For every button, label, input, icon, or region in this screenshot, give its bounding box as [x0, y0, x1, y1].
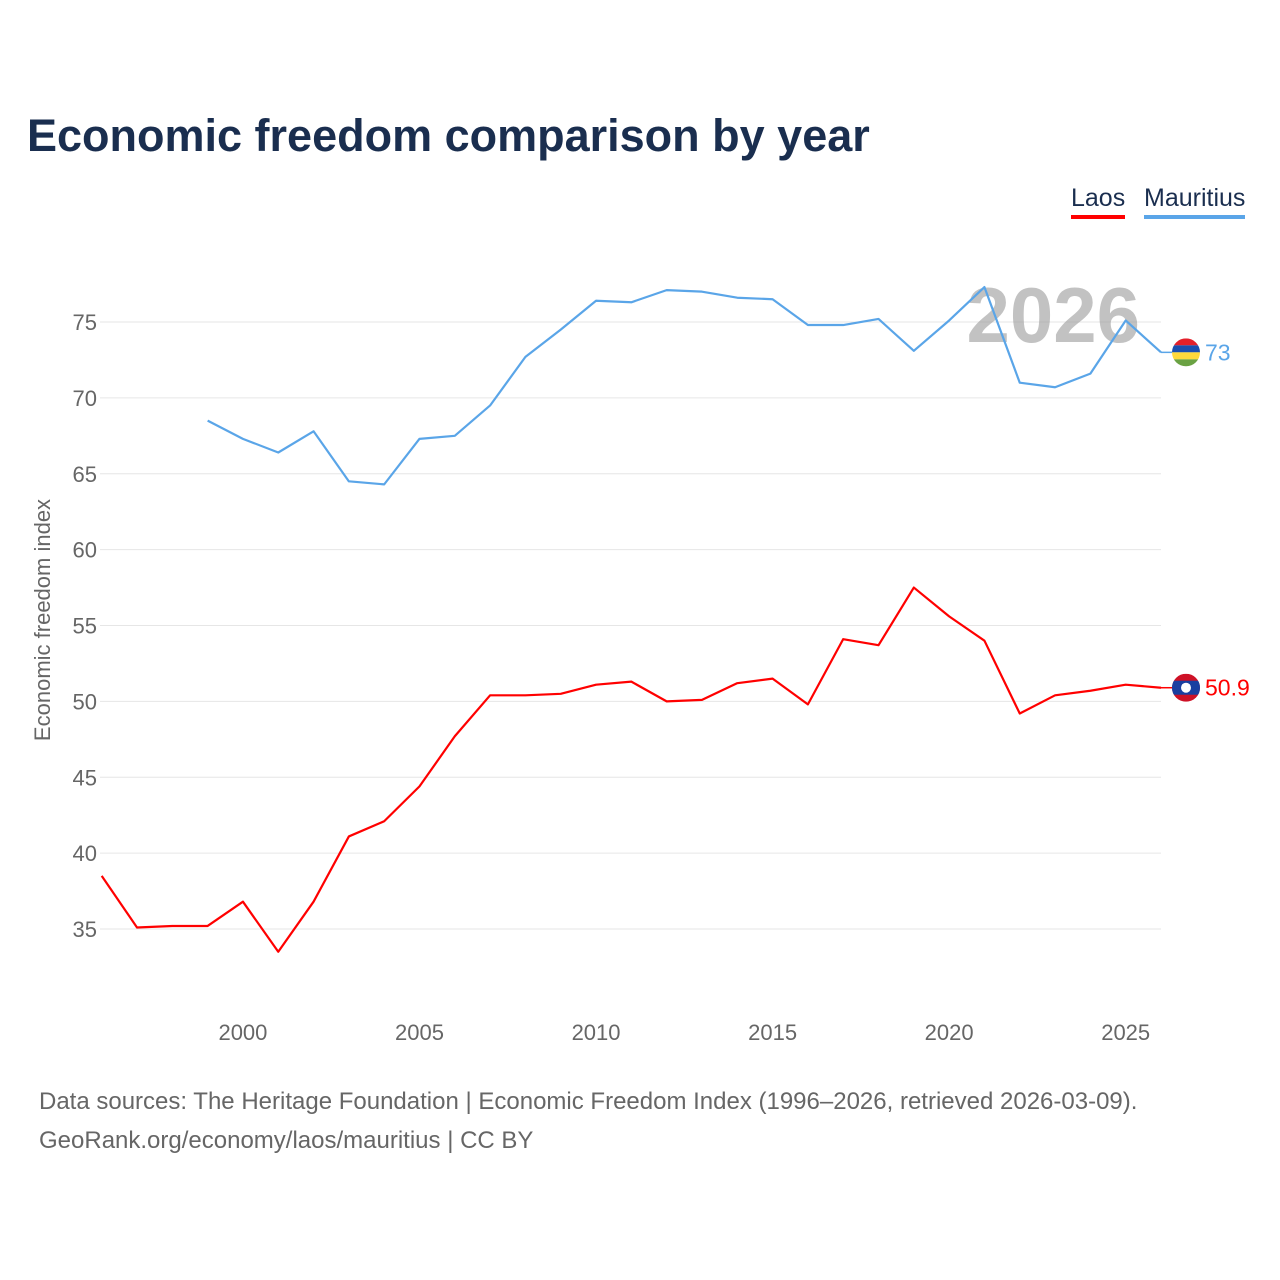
- y-tick-label: 40: [73, 841, 97, 866]
- flag-mauritius-icon: [1172, 345, 1200, 353]
- flag-mauritius-icon: [1172, 338, 1200, 346]
- y-tick-label: 45: [73, 765, 97, 790]
- legend-item-laos[interactable]: Laos: [1071, 184, 1126, 219]
- y-tick-label: 70: [73, 386, 97, 411]
- y-tick-label: 50: [73, 689, 97, 714]
- x-tick-label: 2020: [925, 1020, 974, 1045]
- x-tick-label: 2005: [395, 1020, 444, 1045]
- series-line-laos: [100, 586, 1162, 953]
- y-tick-label: 65: [73, 462, 97, 487]
- y-axis-label: Economic freedom index: [30, 499, 55, 741]
- x-tick-label: 2025: [1101, 1020, 1150, 1045]
- flag-laos-icon: [1181, 682, 1191, 693]
- end-value-label-laos: 50.9: [1205, 675, 1250, 701]
- chart-title: Economic freedom comparison by year: [27, 110, 870, 161]
- source-text: Data sources: The Heritage Foundation | …: [39, 1088, 1138, 1115]
- x-tick-label: 2000: [218, 1020, 267, 1045]
- flag-mauritius-icon: [1172, 352, 1200, 360]
- year-watermark: 2026: [966, 271, 1140, 359]
- source-url: GeoRank.org/economy/laos/mauritius | CC …: [39, 1127, 534, 1154]
- flag-mauritius-icon: [1172, 359, 1200, 367]
- legend-item-mauritius[interactable]: Mauritius: [1144, 184, 1246, 219]
- x-tick-label: 2010: [572, 1020, 621, 1045]
- x-tick-label: 2015: [748, 1020, 797, 1045]
- y-tick-label: 55: [73, 614, 97, 639]
- y-tick-label: 75: [73, 310, 97, 335]
- y-tick-label: 35: [73, 917, 97, 942]
- series-line-mauritius: [207, 285, 1162, 486]
- end-value-label-mauritius: 73: [1205, 339, 1231, 365]
- y-tick-label: 60: [73, 538, 97, 563]
